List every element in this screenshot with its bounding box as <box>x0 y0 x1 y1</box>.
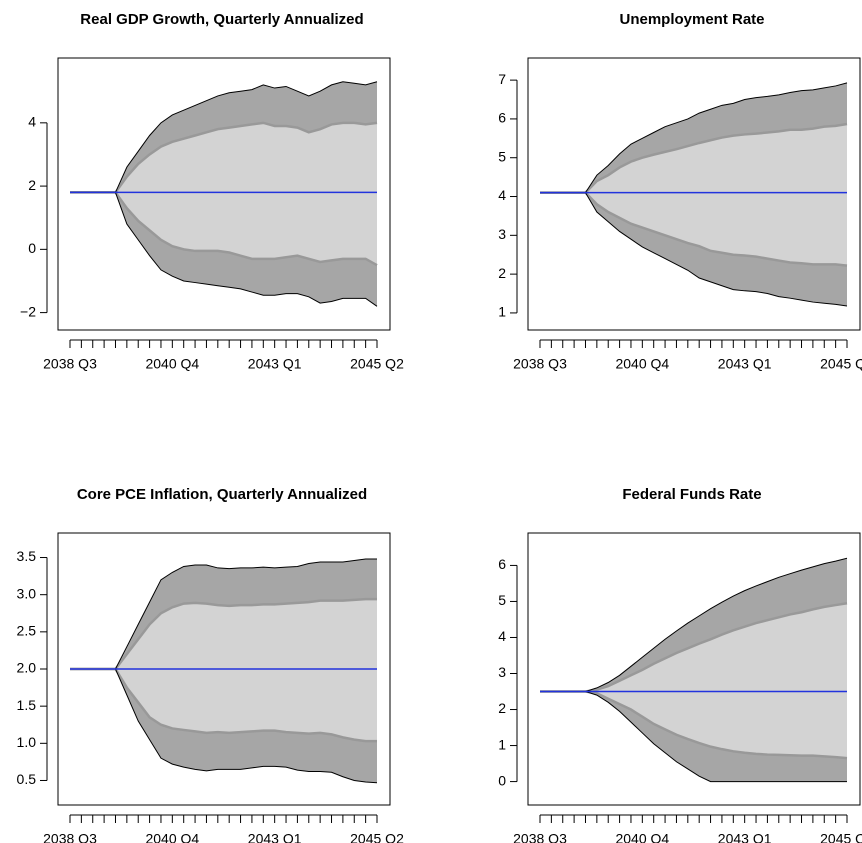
y-tick-label: 1 <box>498 736 506 752</box>
x-tick-label: 2038 Q3 <box>513 356 567 372</box>
y-tick-label: 0 <box>28 240 36 256</box>
x-tick-label: 2043 Q1 <box>718 356 772 372</box>
series-line <box>70 667 377 743</box>
y-tick-label: 4 <box>498 628 506 644</box>
y-tick-label: 5 <box>498 592 506 608</box>
band-fill <box>70 599 377 742</box>
series-line <box>70 81 378 193</box>
series-line <box>540 191 848 267</box>
y-tick-label: 1 <box>498 304 506 320</box>
y-tick-label: 2 <box>498 265 506 281</box>
x-tick-label: 2038 Q3 <box>43 831 97 843</box>
plot-frame <box>57 532 391 806</box>
panel-title: Unemployment Rate <box>619 11 764 28</box>
y-tick-label: 0.5 <box>17 771 37 787</box>
y-tick-label: 6 <box>498 110 506 126</box>
x-tick-label: 2038 Q3 <box>513 831 567 843</box>
plot-frame <box>57 57 391 331</box>
series-line <box>70 191 378 267</box>
series-line <box>70 121 378 194</box>
y-tick-label: 3 <box>498 226 506 242</box>
band-fill <box>540 123 847 266</box>
series-line <box>540 557 848 693</box>
y-tick-label: 3 <box>498 664 506 680</box>
series-line <box>540 602 848 693</box>
x-tick-label: 2043 Q1 <box>718 831 772 843</box>
y-tick-label: 2.5 <box>17 623 37 639</box>
series-line <box>540 691 847 783</box>
band-fill <box>540 603 847 759</box>
series-line <box>70 668 378 784</box>
series-line <box>540 122 848 194</box>
plot-frame <box>527 57 861 331</box>
y-tick-label: 4 <box>28 114 36 130</box>
y-tick-label: 1.0 <box>17 734 37 750</box>
y-tick-label: 0 <box>498 772 506 788</box>
x-tick-label: 2045 Q2 <box>350 831 404 843</box>
y-tick-label: 5 <box>498 148 506 164</box>
x-tick-label: 2040 Q4 <box>145 831 199 843</box>
y-tick-label: 2.0 <box>17 660 37 676</box>
series-line <box>70 597 377 671</box>
y-tick-label: 4 <box>498 187 506 203</box>
y-tick-label: 3.0 <box>17 585 37 601</box>
panel-title: Core PCE Inflation, Quarterly Annualized <box>77 486 367 503</box>
x-tick-label: 2043 Q1 <box>248 831 302 843</box>
y-tick-label: 2 <box>498 700 506 716</box>
y-tick-label: 3.5 <box>17 548 37 564</box>
series-line <box>70 558 377 670</box>
panel-title: Real GDP Growth, Quarterly Annualized <box>80 11 363 28</box>
y-tick-label: 6 <box>498 556 506 572</box>
series-line <box>540 690 848 760</box>
y-tick-label: 2 <box>28 177 36 193</box>
x-tick-label: 2045 Q2 <box>820 831 862 843</box>
y-tick-label: −2 <box>20 303 36 319</box>
x-tick-label: 2038 Q3 <box>43 356 97 372</box>
x-tick-label: 2045 Q2 <box>350 356 404 372</box>
y-tick-label: 7 <box>498 71 506 87</box>
x-tick-label: 2040 Q4 <box>145 356 199 372</box>
series-line <box>540 192 848 307</box>
x-tick-label: 2045 Q2 <box>820 356 862 372</box>
panel-title: Federal Funds Rate <box>622 486 761 503</box>
plot-frame <box>527 532 861 806</box>
x-tick-label: 2043 Q1 <box>248 356 302 372</box>
y-tick-label: 1.5 <box>17 697 37 713</box>
series-line <box>540 82 848 194</box>
x-tick-label: 2040 Q4 <box>615 831 669 843</box>
x-tick-label: 2040 Q4 <box>615 356 669 372</box>
series-line <box>70 191 378 307</box>
